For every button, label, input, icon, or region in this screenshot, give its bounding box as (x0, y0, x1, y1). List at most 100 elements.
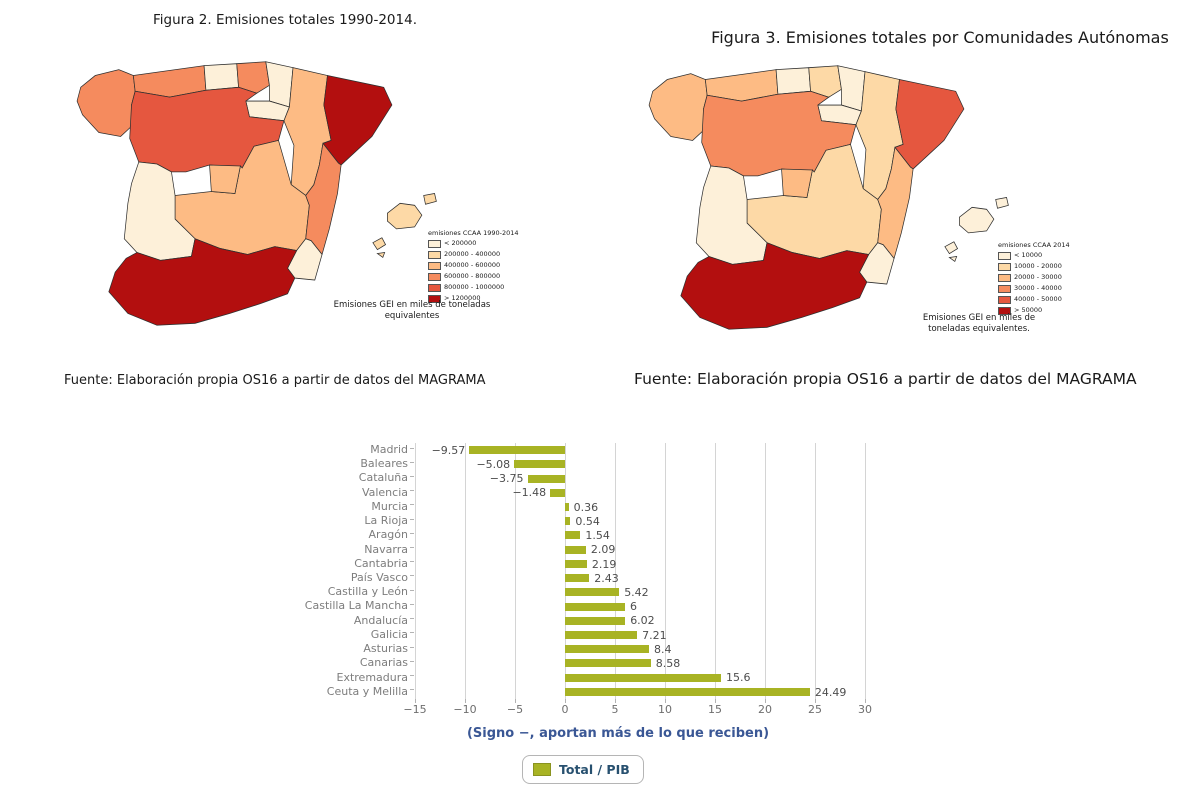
bar-Navarra (565, 545, 586, 554)
bar-La Rioja (565, 517, 571, 526)
category-axis-tick (410, 689, 414, 691)
bar-chart: Madrid Baleares Cataluña Valencia Murcia La R… (288, 443, 872, 716)
x-axis-tick-label: 20 (758, 703, 772, 716)
figure2-source: Fuente: Elaboración propia OS16 a partir… (64, 373, 486, 388)
category-axis-tick (410, 518, 414, 520)
bar-value-label: 8.58 (655, 657, 681, 671)
gridline (865, 443, 866, 699)
figure3-map-legend-title: emisiones CCAA 2014 (998, 241, 1070, 249)
bar-chart-category-label: Navarra (364, 542, 408, 556)
bar-Cantabria (565, 559, 587, 568)
x-axis-tick (515, 699, 516, 703)
category-axis-tick (410, 447, 414, 449)
bar-value-label: −1.48 (512, 486, 547, 500)
bar-chart-category-label: Castilla La Mancha (304, 599, 408, 613)
gridline (515, 443, 516, 699)
bar-Castilla y León (565, 588, 620, 597)
category-axis-tick (410, 532, 414, 534)
figure3-legend-swatch (998, 295, 1011, 304)
region-galicia (648, 73, 708, 141)
region-mallorca (387, 202, 423, 230)
figure3-legend-label: < 10000 (1014, 251, 1043, 260)
x-axis-tick-label: 30 (858, 703, 872, 716)
figure3-legend-label: 10000 - 20000 (1014, 262, 1062, 271)
region-mallorca (959, 206, 995, 234)
bar-value-label: 2.09 (590, 543, 616, 557)
figure3-legend-item: 30000 - 40000 (998, 284, 1070, 293)
region-madrid (781, 168, 813, 198)
x-axis-tick (865, 699, 866, 703)
bar-value-label: 15.6 (726, 671, 751, 685)
bar-value-label: 0.54 (575, 514, 600, 528)
category-axis-tick (410, 618, 414, 620)
bar-value-label: 8.4 (654, 642, 672, 656)
bar-chart-category-label: Extremadura (336, 670, 409, 684)
figure2-legend-label: 800000 - 1000000 (444, 283, 505, 292)
figure2-title: Figura 2. Emisiones totales 1990-2014. (153, 12, 417, 28)
bar-value-label: 5.42 (624, 586, 649, 599)
figure3-legend-item: 10000 - 20000 (998, 262, 1070, 271)
figure3-title: Figura 3. Emisiones totales por Comunida… (711, 28, 1169, 47)
region-madrid (209, 164, 241, 194)
bar-Valencia (550, 488, 565, 497)
x-axis-tick (465, 699, 466, 703)
bar-Canarias (565, 659, 651, 668)
x-axis-tick-label: −10 (453, 703, 477, 716)
bar-chart-plot-area: −15 −10 −5 0 5 10 15 20 25 30 −9.57 −5.08 −3.75 −1.48… (403, 443, 872, 716)
bar-value-label: −3.75 (489, 472, 524, 486)
bar-chart-category-label: Ceuta y Melilla (326, 684, 408, 698)
category-axis-tick (410, 646, 414, 648)
bar-chart-note: (Signo −, aportan más de lo que reciben) (466, 726, 770, 741)
figure3-legend-swatch (998, 306, 1011, 315)
bar-Aragón (565, 531, 581, 540)
bar-chart-category-label: País Vasco (350, 570, 408, 584)
gridline (815, 443, 816, 699)
category-axis-tick (410, 632, 414, 634)
bar-value-label: 2.19 (591, 557, 617, 571)
figure3-legend-swatch (998, 251, 1011, 260)
bar-chart-category-label: La Rioja (364, 514, 408, 528)
x-axis-tick (615, 699, 616, 703)
bar-chart-legend[interactable]: Total / PIB (522, 755, 644, 784)
figure3-legend-swatch (998, 284, 1011, 293)
x-axis-tick-label: 5 (611, 703, 619, 716)
x-axis-tick-label: −15 (403, 703, 427, 716)
bar-chart-category-label: Galicia (370, 627, 408, 641)
category-axis-tick (410, 475, 414, 477)
figure3-legend-item: 20000 - 30000 (998, 273, 1070, 282)
category-axis-tick (410, 675, 414, 677)
bar-chart-category-label: Cataluña (358, 471, 408, 485)
x-axis-tick (415, 699, 416, 703)
bar-País Vasco (565, 574, 590, 583)
bar-chart-category-label: Murcia (371, 499, 408, 513)
x-axis-tick-label: −5 (506, 703, 524, 716)
category-axis-tick (410, 461, 414, 463)
bar-value-label: 7.21 (642, 628, 667, 642)
figure2-legend-item: 600000 - 800000 (428, 272, 519, 281)
x-axis-tick-label: 25 (808, 703, 822, 716)
region-menorca (995, 197, 1009, 209)
bar-Ceuta y Melilla (565, 687, 810, 696)
x-axis-tick (765, 699, 766, 703)
bar-value-label: −9.57 (431, 443, 466, 457)
bar-value-label: −5.08 (476, 458, 511, 472)
bar-chart-category-label: Cantabria (354, 556, 408, 570)
figure2-spain-choropleth-map (76, 61, 437, 326)
figure2-legend-swatch (428, 261, 441, 270)
bar-Extremadura (565, 673, 721, 682)
figure2-legend-swatch (428, 250, 441, 259)
figure2-legend-label: 400000 - 600000 (444, 261, 501, 270)
bar-chart-category-label: Andalucía (353, 613, 408, 627)
figure2-legend-swatch (428, 239, 441, 248)
category-axis-tick (410, 575, 414, 577)
figure3-map-legend: emisiones CCAA 2014 < 10000 10000 - 20000… (998, 242, 1070, 318)
region-formentera (376, 252, 386, 259)
figure3-spain-choropleth-map (648, 65, 1009, 330)
figure2-legend-swatch (428, 272, 441, 281)
bar-chart-category-axis: Madrid Baleares Cataluña Valencia Murcia La R… (288, 443, 408, 699)
figure2-legend-label: > 1200000 (444, 294, 481, 303)
bar-chart-category-label: Baleares (360, 457, 408, 471)
figure2-legend-item: 400000 - 600000 (428, 261, 519, 270)
bar-chart-legend-swatch (533, 763, 551, 776)
bar-Galicia (565, 630, 638, 639)
